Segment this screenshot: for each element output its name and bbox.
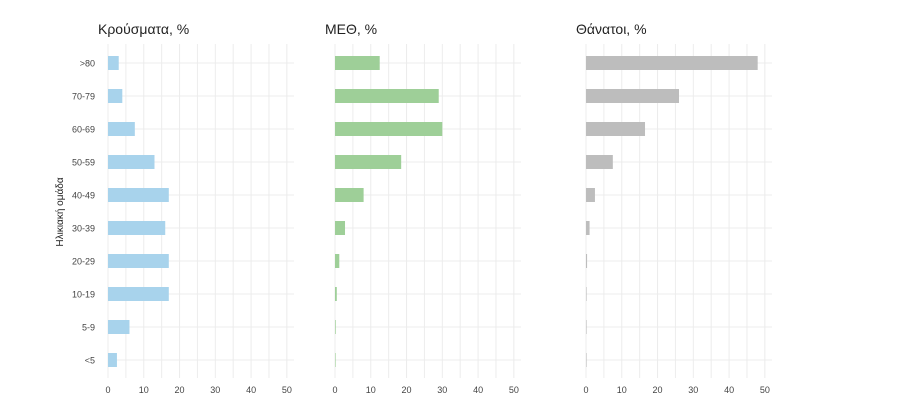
x-tick-label: 10 bbox=[366, 385, 376, 395]
bar bbox=[335, 287, 337, 301]
x-tick-label: 0 bbox=[105, 385, 110, 395]
panel-title: Κρούσματα, % bbox=[98, 21, 189, 37]
bar bbox=[335, 155, 402, 169]
y-tick-label: >80 bbox=[80, 59, 95, 69]
x-tick-label: 40 bbox=[724, 385, 734, 395]
panel-3: Θάνατοι, % 0 10 20 30 40 50 bbox=[576, 21, 772, 395]
y-tick-label: 30-39 bbox=[72, 224, 95, 234]
bar bbox=[335, 188, 364, 202]
panel-1: Κρούσματα, % 0 10 20 30 40 50 bbox=[98, 21, 294, 395]
bar bbox=[108, 155, 155, 169]
y-tick-label: 20-29 bbox=[72, 257, 95, 267]
y-tick-label: 40-49 bbox=[72, 191, 95, 201]
bar bbox=[335, 122, 443, 136]
bar bbox=[335, 56, 380, 70]
bar bbox=[586, 254, 588, 268]
bar bbox=[108, 122, 135, 136]
x-tick-label: 10 bbox=[617, 385, 627, 395]
x-tick-label: 30 bbox=[210, 385, 220, 395]
bar bbox=[586, 320, 587, 334]
bar bbox=[335, 221, 346, 235]
y-tick-label: 60-69 bbox=[72, 125, 95, 135]
x-tick-label: 20 bbox=[653, 385, 663, 395]
bar bbox=[586, 287, 587, 301]
x-tick-label: 0 bbox=[332, 385, 337, 395]
y-tick-label: <5 bbox=[85, 356, 95, 366]
bar bbox=[586, 188, 595, 202]
x-tick-label: 0 bbox=[583, 385, 588, 395]
bar bbox=[586, 221, 590, 235]
x-tick-label: 20 bbox=[402, 385, 412, 395]
panel-2: ΜΕΘ, % 0 10 20 30 40 50 bbox=[325, 21, 521, 395]
bar bbox=[335, 320, 336, 334]
x-tick-label: 40 bbox=[246, 385, 256, 395]
bar bbox=[108, 287, 169, 301]
x-tick-label: 50 bbox=[282, 385, 292, 395]
y-tick-label: 50-59 bbox=[72, 158, 95, 168]
bar bbox=[335, 254, 340, 268]
panel-title: Θάνατοι, % bbox=[576, 21, 647, 37]
y-axis-title: Ηλικιακή ομάδα bbox=[54, 177, 66, 246]
bar bbox=[108, 320, 130, 334]
bar bbox=[586, 155, 613, 169]
y-tick-label: 10-19 bbox=[72, 290, 95, 300]
bar bbox=[108, 254, 169, 268]
bar bbox=[108, 221, 166, 235]
bar bbox=[108, 56, 119, 70]
panels-layer: >80 70-79 60-69 50-59 40-49 30-39 20-29 10-19 5-… bbox=[72, 21, 772, 395]
bar bbox=[108, 353, 117, 367]
bar bbox=[586, 56, 758, 70]
bar bbox=[335, 353, 336, 367]
x-tick-label: 40 bbox=[473, 385, 483, 395]
y-tick-label: 5-9 bbox=[82, 323, 95, 333]
x-tick-label: 20 bbox=[175, 385, 185, 395]
bar bbox=[108, 188, 169, 202]
bar bbox=[586, 89, 679, 103]
bar bbox=[586, 353, 587, 367]
y-tick-label: 70-79 bbox=[72, 92, 95, 102]
x-tick-label: 30 bbox=[437, 385, 447, 395]
bar bbox=[586, 122, 646, 136]
bar bbox=[108, 89, 123, 103]
x-tick-label: 30 bbox=[688, 385, 698, 395]
x-tick-label: 50 bbox=[509, 385, 519, 395]
x-tick-label: 50 bbox=[760, 385, 770, 395]
bar bbox=[335, 89, 439, 103]
x-tick-label: 10 bbox=[139, 385, 149, 395]
panel-title: ΜΕΘ, % bbox=[325, 21, 377, 37]
